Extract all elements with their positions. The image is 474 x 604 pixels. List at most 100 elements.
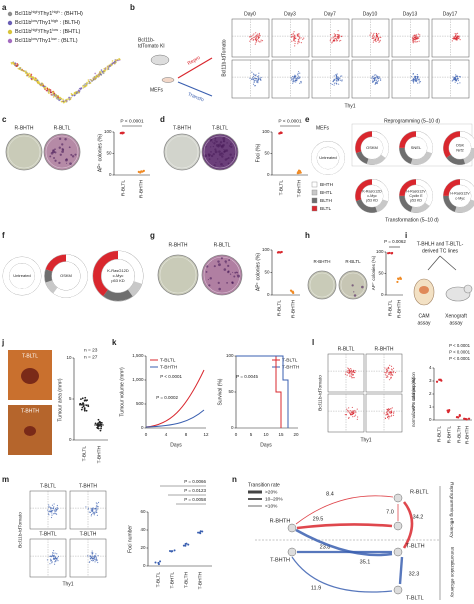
event — [297, 43, 299, 45]
event — [254, 80, 256, 82]
event — [385, 412, 388, 414]
event — [416, 73, 419, 76]
event — [452, 79, 454, 81]
event — [299, 76, 301, 78]
event — [293, 35, 295, 37]
label: p53 KD — [111, 278, 124, 283]
event — [352, 374, 354, 376]
transition-arrow — [295, 495, 394, 525]
dot — [467, 417, 471, 420]
event — [394, 371, 397, 374]
dish — [201, 254, 243, 296]
event — [341, 75, 343, 77]
event — [353, 412, 355, 414]
event — [412, 40, 415, 42]
event — [415, 36, 417, 38]
label: derived TC lines — [422, 248, 459, 254]
label: P < 0.0001 — [278, 118, 302, 124]
dot — [86, 399, 88, 402]
event — [47, 513, 50, 515]
event — [252, 37, 254, 39]
event — [90, 556, 93, 559]
event — [293, 77, 295, 79]
node-label: T-BLTL — [406, 595, 424, 601]
event — [253, 77, 255, 79]
colony — [65, 158, 68, 161]
event — [412, 79, 414, 81]
event — [299, 77, 301, 79]
event — [344, 414, 346, 416]
colony — [70, 153, 73, 156]
event — [94, 559, 96, 561]
event — [249, 40, 251, 42]
event — [347, 367, 349, 369]
event — [87, 507, 90, 509]
event — [373, 76, 375, 78]
event — [375, 74, 377, 76]
event — [337, 30, 339, 32]
cell — [33, 79, 36, 81]
event — [337, 83, 340, 85]
label: Transformation (5–10 d) — [385, 217, 439, 223]
mouse — [150, 54, 170, 66]
event — [50, 507, 53, 509]
event — [340, 75, 342, 77]
colony — [214, 140, 216, 142]
event — [93, 558, 95, 560]
legend-part: high — [52, 10, 59, 14]
event — [292, 79, 294, 82]
cell — [111, 64, 113, 66]
dot — [457, 416, 460, 419]
event — [390, 374, 392, 376]
colony — [208, 158, 211, 161]
label: T-BHTL — [39, 531, 56, 537]
category-label: R-BLTL — [436, 426, 442, 443]
event — [93, 512, 95, 514]
event — [354, 409, 356, 412]
dish-rim — [309, 272, 335, 298]
event — [292, 75, 294, 78]
event — [56, 504, 59, 507]
cell — [62, 98, 64, 101]
event — [332, 80, 334, 82]
cell — [62, 101, 65, 104]
event — [376, 39, 379, 41]
label: P = 0.0045 — [236, 374, 258, 379]
colony — [58, 137, 62, 141]
event — [456, 39, 458, 41]
colony — [207, 278, 209, 281]
rate-label: 35.1 — [360, 559, 371, 565]
event — [411, 79, 413, 82]
colony — [353, 294, 357, 297]
cell — [62, 100, 65, 102]
event — [333, 78, 335, 80]
event — [337, 37, 339, 39]
event — [252, 34, 254, 36]
category-label: R-BHTH — [290, 299, 296, 318]
event — [49, 563, 51, 565]
event — [254, 85, 256, 87]
event — [255, 35, 257, 37]
colony — [223, 268, 227, 271]
event — [377, 37, 379, 39]
cell — [30, 76, 33, 78]
colony — [61, 150, 64, 153]
event — [348, 407, 350, 409]
event — [95, 556, 97, 558]
panel-label: a — [2, 3, 7, 12]
label: CAM — [418, 313, 429, 319]
colony — [234, 271, 237, 274]
event — [92, 513, 94, 515]
dot — [83, 409, 86, 412]
event — [339, 40, 341, 42]
donut-segment — [399, 131, 433, 165]
dish-rim — [45, 135, 79, 169]
legend-part: Bcl11b — [15, 38, 31, 44]
event — [253, 73, 255, 76]
event — [415, 80, 417, 82]
event — [374, 78, 376, 80]
label: Untreated — [319, 155, 337, 160]
event — [456, 36, 458, 38]
event — [375, 40, 377, 43]
donut-segment — [355, 131, 389, 165]
